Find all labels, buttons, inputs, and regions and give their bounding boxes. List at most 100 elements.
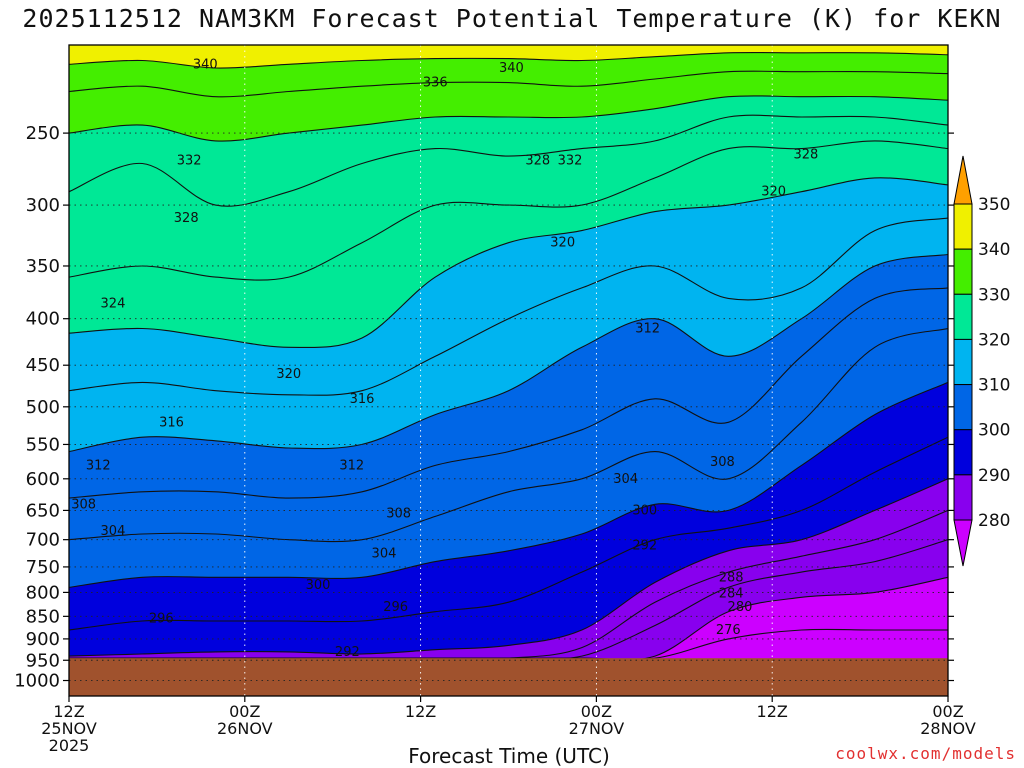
contour-label-288: 288 — [719, 570, 744, 585]
x-tick-label-48: 12Z — [757, 702, 788, 721]
contour-label-280: 280 — [728, 600, 753, 615]
contour-label-304: 304 — [372, 547, 397, 562]
contour-label-316: 316 — [159, 415, 184, 430]
contour-label-308: 308 — [386, 506, 411, 521]
colorbar-bottom-arrow — [953, 519, 973, 567]
contour-label-332: 332 — [177, 154, 202, 169]
plot-frame — [68, 44, 949, 697]
contour-label-296: 296 — [383, 600, 408, 615]
contour-label-292: 292 — [335, 645, 360, 660]
colorbar-band-4 — [953, 384, 973, 431]
colorbar-label-350: 350 — [978, 195, 1010, 215]
x-tick-label-0: 12Z — [53, 702, 84, 721]
contour-label-328: 328 — [525, 154, 550, 169]
y-tick-label-650: 650 — [26, 500, 60, 521]
contour-label-320: 320 — [276, 367, 301, 382]
y-tick-label-750: 750 — [26, 557, 60, 578]
contour-label-340: 340 — [499, 61, 524, 76]
contour-label-308: 308 — [71, 497, 96, 512]
x-tick-date-0: 25NOV — [41, 719, 97, 738]
colorbar-band-6 — [953, 474, 973, 521]
x-tick-date-36: 27NOV — [569, 719, 625, 738]
y-tick-label-850: 850 — [26, 606, 60, 627]
terrain-layer — [69, 658, 948, 696]
colorbar-top-arrow — [953, 155, 973, 205]
contour-label-304: 304 — [101, 524, 126, 539]
colorbar-band-3 — [953, 338, 973, 386]
colorbar-band-1 — [953, 248, 973, 295]
colorbar-label-290: 290 — [978, 466, 1010, 486]
chart-title: 2025112512 NAM3KM Forecast Potential Tem… — [22, 4, 1002, 33]
isentrope-320 — [69, 177, 948, 349]
contour-label-312: 312 — [86, 458, 111, 473]
y-tick-label-1000: 1000 — [14, 671, 60, 692]
colorbar-band-5 — [953, 429, 973, 476]
y-tick-label-900: 900 — [26, 629, 60, 650]
contour-label-316: 316 — [350, 392, 375, 407]
isentrope-340 — [69, 51, 948, 69]
contour-label-328: 328 — [793, 148, 818, 163]
site-credit: coolwx.com/models — [835, 744, 1016, 763]
isentrope-332 — [69, 95, 948, 142]
colorbar-label-340: 340 — [978, 240, 1010, 260]
x-tick-year-0: 2025 — [49, 736, 90, 755]
contour-label-328: 328 — [174, 211, 199, 226]
isentrope-fills — [69, 45, 948, 696]
grid-lines — [69, 45, 948, 696]
contour-label-312: 312 — [339, 458, 364, 473]
terrain-block — [69, 658, 948, 696]
y-tick-label-350: 350 — [26, 256, 60, 277]
y-tick-label-400: 400 — [26, 309, 60, 330]
colorbar-label-300: 300 — [978, 421, 1010, 441]
contour-label-320: 320 — [550, 236, 575, 251]
y-tick-label-450: 450 — [26, 355, 60, 376]
contour-label-320: 320 — [761, 185, 786, 200]
contour-label-336: 336 — [423, 76, 448, 91]
contour-label-340: 340 — [193, 57, 218, 72]
isentrope-300 — [69, 381, 948, 588]
colorbar-label-320: 320 — [978, 330, 1010, 350]
isentrope-336 — [69, 70, 948, 98]
x-tick-date-60: 28NOV — [920, 719, 976, 738]
contour-label-284: 284 — [719, 586, 744, 601]
isentrope-328 — [69, 114, 948, 207]
isentrope-296 — [69, 436, 948, 631]
y-tick-label-700: 700 — [26, 530, 60, 551]
contour-label-292: 292 — [632, 538, 657, 553]
fill-band-340 — [69, 45, 948, 69]
x-tick-label-12: 00Z — [229, 702, 260, 721]
contour-label-296: 296 — [149, 612, 174, 627]
contour-label-324: 324 — [101, 297, 126, 312]
contour-label-304: 304 — [613, 472, 638, 487]
contour-label-308: 308 — [710, 455, 735, 470]
colorbar-label-330: 330 — [978, 285, 1010, 305]
x-tick-label-24: 12Z — [405, 702, 436, 721]
y-tick-label-250: 250 — [26, 123, 60, 144]
y-tick-label-550: 550 — [26, 434, 60, 455]
x-tick-date-12: 26NOV — [217, 719, 273, 738]
y-tick-label-300: 300 — [26, 195, 60, 216]
colorbar-label-280: 280 — [978, 511, 1010, 531]
contour-label-332: 332 — [558, 154, 583, 169]
isentrope-304 — [69, 327, 948, 543]
colorbar-label-310: 310 — [978, 376, 1010, 396]
colorbar-band-0 — [953, 203, 973, 250]
y-tick-label-500: 500 — [26, 397, 60, 418]
y-tick-label-800: 800 — [26, 582, 60, 603]
y-tick-label-600: 600 — [26, 469, 60, 490]
isentrope-316 — [69, 217, 948, 396]
x-tick-label-36: 00Z — [581, 702, 612, 721]
colorbar: 350 340 330 320 310 300 290 280 — [953, 155, 1010, 567]
contour-labels: 340 336 340 332 328 332 328 320 328 320 324 312 320 3… — [71, 57, 818, 660]
contour-label-276: 276 — [716, 623, 741, 638]
x-tick-label-60: 00Z — [932, 702, 963, 721]
x-axis-label: Forecast Time (UTC) — [408, 744, 610, 768]
contour-label-300: 300 — [632, 503, 657, 518]
y-tick-label-950: 950 — [26, 650, 60, 671]
isentrope-324 — [69, 140, 948, 281]
y-axis: 2503003504004505005506006507007508008509… — [14, 123, 954, 692]
contour-label-300: 300 — [306, 578, 331, 593]
isentrope-308 — [69, 287, 948, 499]
